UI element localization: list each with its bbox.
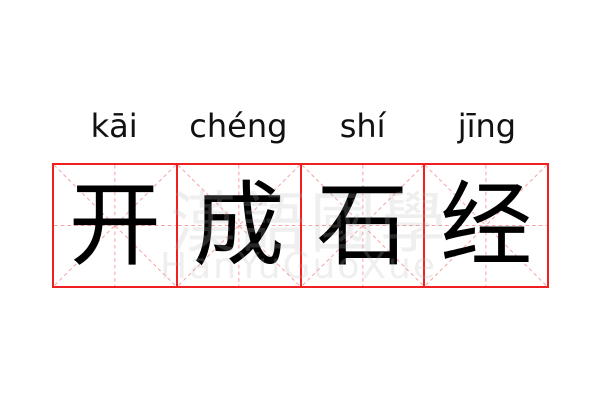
pinyin-4: jīng [457, 107, 517, 145]
hanzi-3: 石 [316, 171, 409, 279]
pinyin-2: chéng [189, 107, 288, 145]
hanzi-1: 开 [68, 171, 161, 279]
character-cell: 成 [177, 165, 302, 286]
pinyin-3: shí [339, 107, 386, 145]
character-cell: 开 [54, 165, 178, 286]
character-cell: 经 [425, 165, 547, 286]
guide-lines [301, 165, 424, 286]
character-cell: 石 [301, 165, 426, 286]
pinyin-1: kāi [90, 107, 138, 145]
pinyin-row: kāi chéng shí jīng [52, 104, 549, 148]
guide-lines [54, 165, 176, 286]
character-grid: 开 成 石 经 [52, 163, 549, 288]
guide-lines [425, 165, 547, 286]
hanzi-2: 成 [192, 171, 285, 279]
guide-lines [177, 165, 300, 286]
hanzi-4: 经 [440, 171, 533, 279]
